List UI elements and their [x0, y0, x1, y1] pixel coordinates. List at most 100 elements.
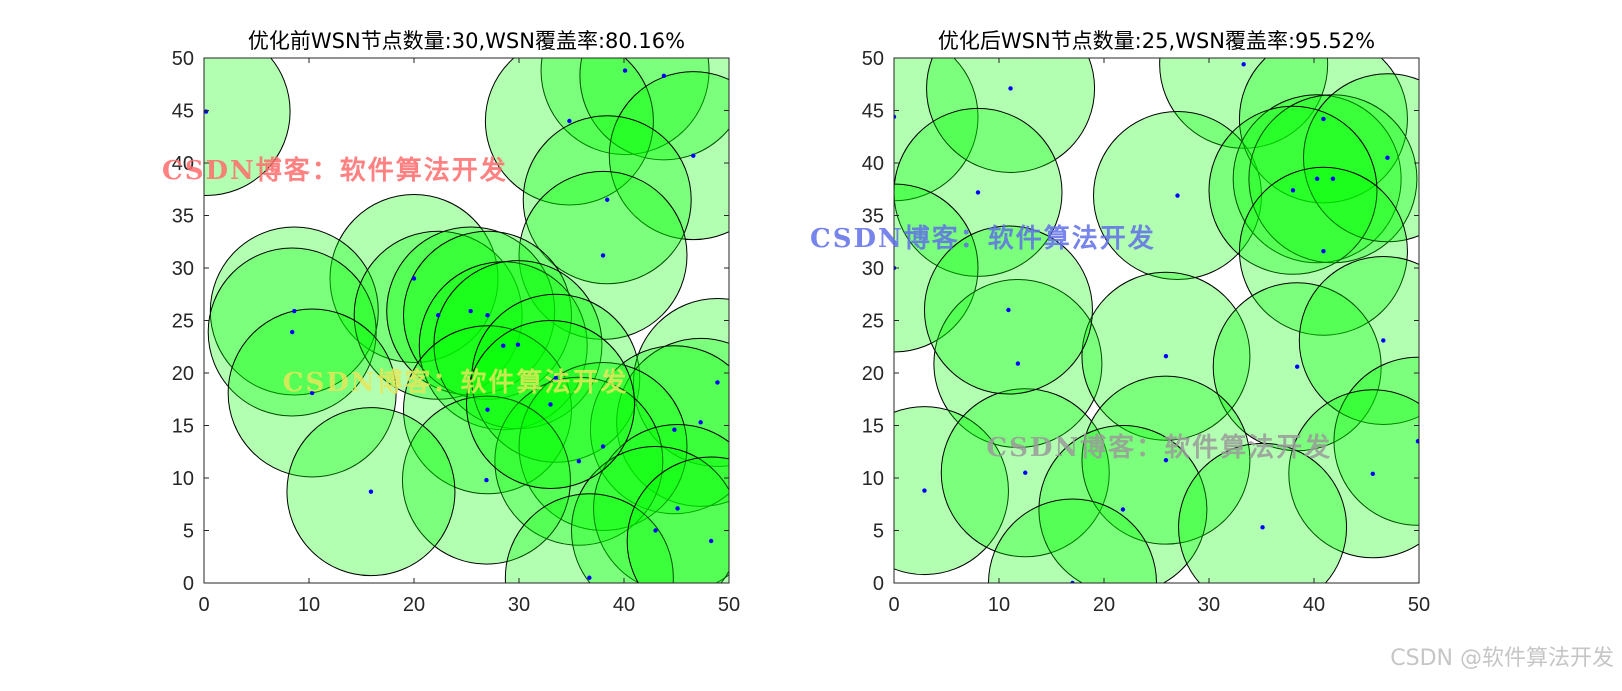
- sensor-node-point: [708, 538, 714, 544]
- sensor-node-point: [622, 68, 628, 73]
- y-tick-label: 0: [183, 573, 194, 595]
- x-tick-label: 10: [298, 594, 320, 616]
- sensor-node-point: [1241, 62, 1246, 67]
- x-tick-label: 50: [718, 594, 740, 616]
- sensor-node-point: [501, 343, 506, 348]
- coverage-circle: [894, 406, 1009, 576]
- y-tick-label: 10: [172, 468, 194, 490]
- sensor-node-point: [1321, 249, 1326, 254]
- sensor-node-point: [698, 420, 703, 425]
- sensor-node-point: [468, 308, 473, 314]
- sensor-node-point: [600, 253, 606, 258]
- sensor-node-point: [675, 506, 680, 511]
- sensor-node-point: [1385, 155, 1390, 160]
- axis-ticks-group: 0 10 20 30 40 50 0 5 10 15 20 25 30 35 40 45 50: [862, 48, 1430, 616]
- coverage-circles-group: [204, 58, 729, 583]
- sensor-node-point: [1295, 364, 1300, 369]
- x-tick-label: 40: [613, 594, 635, 616]
- coverage-circle: [608, 71, 729, 241]
- y-tick-label: 5: [183, 521, 194, 543]
- sensor-node-point: [922, 488, 927, 493]
- corner-watermark: CSDN @软件算法开发: [1390, 646, 1614, 671]
- coverage-circle: [632, 297, 729, 467]
- coverage-circle: [1178, 442, 1348, 583]
- sensor-node-point: [485, 407, 490, 412]
- sensor-node-point: [292, 308, 297, 314]
- x-tick-label: 10: [988, 594, 1010, 616]
- y-tick-label: 50: [862, 48, 884, 70]
- sensor-node-point: [484, 477, 489, 483]
- y-tick-label: 45: [862, 101, 884, 123]
- watermarks-group: CSDN博客：软件算法开发 CSDN博客：软件算法开发: [810, 223, 1332, 463]
- x-tick-label: 20: [1093, 594, 1115, 616]
- y-tick-label: 10: [862, 468, 884, 490]
- sensor-node-point: [548, 402, 553, 407]
- sensor-node-point: [1260, 525, 1265, 530]
- x-tick-label: 20: [403, 594, 425, 616]
- y-tick-label: 30: [172, 258, 194, 280]
- coverage-circles-group: [894, 58, 1419, 583]
- sensor-node-point: [553, 376, 558, 381]
- x-tick-label: 40: [1303, 594, 1325, 616]
- y-tick-label: 40: [172, 153, 194, 175]
- sensor-node-point: [1006, 307, 1011, 313]
- y-tick-label: 15: [172, 416, 194, 438]
- x-tick-label: 30: [508, 594, 530, 616]
- sensor-node-point: [1381, 338, 1386, 343]
- sensor-node-point: [715, 380, 720, 385]
- sensor-node-point: [1163, 457, 1169, 463]
- sensor-nodes-group: [894, 62, 1419, 583]
- y-tick-label: 20: [862, 363, 884, 385]
- sensor-node-point: [605, 197, 610, 202]
- sensor-node-point: [1314, 176, 1320, 181]
- y-tick-label: 25: [862, 311, 884, 333]
- coverage-circle: [1333, 356, 1419, 526]
- watermark-text: CSDN博客：软件算法开发: [986, 432, 1332, 463]
- coverage-circle: [1038, 425, 1208, 583]
- coverage-circle: [894, 58, 979, 202]
- chart-title: 优化前WSN节点数量:30,WSN覆盖率:80.16%: [248, 29, 685, 53]
- sensor-node-point: [1175, 193, 1180, 198]
- sensor-node-point: [576, 459, 582, 464]
- coverage-circle: [988, 498, 1157, 583]
- y-tick-label: 50: [172, 48, 194, 70]
- coverage-circle: [204, 58, 291, 197]
- sensor-node-point: [661, 73, 667, 79]
- sensor-node-point: [1163, 354, 1169, 359]
- coverage-circle: [571, 446, 729, 583]
- coverage-circle: [589, 345, 729, 515]
- coverage-circle: [1298, 255, 1419, 425]
- x-tick-label: 30: [1198, 594, 1220, 616]
- x-tick-label: 50: [1408, 594, 1430, 616]
- sensor-node-point: [411, 276, 417, 281]
- sensor-node-point: [1415, 439, 1419, 444]
- sensor-node-point: [587, 575, 592, 580]
- x-tick-label: 0: [198, 594, 209, 616]
- sensor-node-point: [1290, 188, 1296, 193]
- y-tick-label: 35: [172, 206, 194, 228]
- chart-before-optimization: 0 10 20 30 40 50 0 5 10 15 20 25 30 35 40 45 50 优化前WSN节点…: [162, 29, 740, 616]
- chart-after-optimization: 0 10 20 30 40 50 0 5 10 15 20 25 30 35 40 45 50 优化后WSN节点…: [810, 29, 1430, 616]
- sensor-node-point: [309, 390, 315, 396]
- y-tick-label: 30: [862, 258, 884, 280]
- sensor-node-point: [1008, 86, 1013, 91]
- coverage-circle: [484, 58, 654, 206]
- sensor-node-point: [1330, 176, 1336, 181]
- y-tick-label: 35: [862, 206, 884, 228]
- sensor-node-point: [1015, 361, 1021, 366]
- sensor-node-point: [600, 444, 606, 449]
- sensor-node-point: [1321, 116, 1326, 122]
- y-tick-label: 15: [862, 416, 884, 438]
- sensor-node-point: [515, 342, 521, 347]
- sensor-node-point: [653, 528, 658, 533]
- coverage-circle: [579, 58, 729, 161]
- watermark-text: CSDN博客：软件算法开发: [810, 223, 1156, 254]
- sensor-node-point: [1370, 471, 1376, 476]
- watermark-text: CSDN博客：软件算法开发: [162, 155, 508, 186]
- coverage-circle: [1288, 389, 1419, 559]
- sensor-node-point: [1120, 507, 1126, 512]
- x-tick-label: 0: [888, 594, 899, 616]
- watermarks-group: CSDN博客：软件算法开发 CSDN博客：软件算法开发: [162, 155, 627, 398]
- axis-ticks-group: 0 10 20 30 40 50 0 5 10 15 20 25 30 35 40 45 50: [172, 48, 740, 616]
- y-tick-label: 45: [172, 101, 194, 123]
